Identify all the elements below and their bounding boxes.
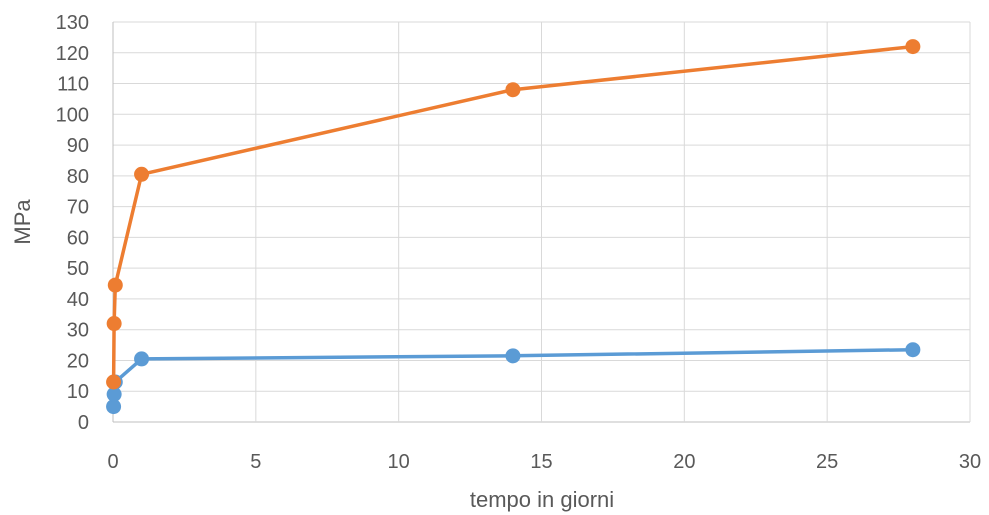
- x-axis-tick-labels: 0 5 10 15 20 25 30: [107, 451, 981, 473]
- series-1-point-0: [106, 374, 122, 390]
- y-axis-title: MPa: [10, 199, 35, 245]
- y-tick-label-12: 120: [56, 43, 89, 65]
- series-0-point-4: [505, 348, 521, 364]
- series-1-point-2: [107, 277, 123, 293]
- y-tick-label-6: 60: [67, 227, 89, 249]
- x-tick-label-1: 5: [250, 451, 261, 473]
- x-tick-label-6: 30: [959, 451, 981, 473]
- series-1-point-5: [905, 39, 921, 55]
- y-tick-label-5: 50: [67, 258, 89, 280]
- y-tick-label-1: 10: [67, 381, 89, 403]
- series-layer: [106, 39, 921, 415]
- x-tick-label-2: 10: [388, 451, 410, 473]
- series-1-line: [111, 44, 915, 384]
- y-tick-label-8: 80: [67, 166, 89, 188]
- x-tick-label-4: 20: [673, 451, 695, 473]
- series-1-point-1: [106, 316, 122, 332]
- series-0: [106, 342, 921, 415]
- series-0-point-5: [905, 342, 921, 358]
- gridlines: [112, 21, 971, 423]
- y-axis-tick-labels: 0 10 20 30 40 50 60 70 80 90 100 110 120 130: [56, 12, 89, 434]
- y-tick-label-4: 40: [67, 289, 89, 311]
- x-axis-title: tempo in giorni: [470, 487, 614, 512]
- y-tick-label-2: 20: [67, 350, 89, 372]
- series-1-point-3: [134, 166, 150, 182]
- y-tick-label-10: 100: [56, 104, 89, 126]
- series-0-point-0: [106, 399, 122, 415]
- x-tick-label-3: 15: [530, 451, 552, 473]
- y-tick-label-7: 70: [67, 197, 89, 219]
- x-tick-label-5: 25: [816, 451, 838, 473]
- y-tick-label-13: 130: [56, 12, 89, 34]
- series-1-point-4: [505, 82, 521, 98]
- series-1: [106, 39, 921, 390]
- y-tick-label-11: 110: [57, 74, 89, 96]
- x-tick-label-0: 0: [107, 451, 118, 473]
- y-tick-label-9: 90: [67, 135, 89, 157]
- y-tick-label-0: 0: [78, 412, 89, 434]
- y-tick-label-3: 30: [67, 320, 89, 342]
- series-0-point-1: [106, 386, 122, 402]
- series-0-point-3: [134, 351, 150, 367]
